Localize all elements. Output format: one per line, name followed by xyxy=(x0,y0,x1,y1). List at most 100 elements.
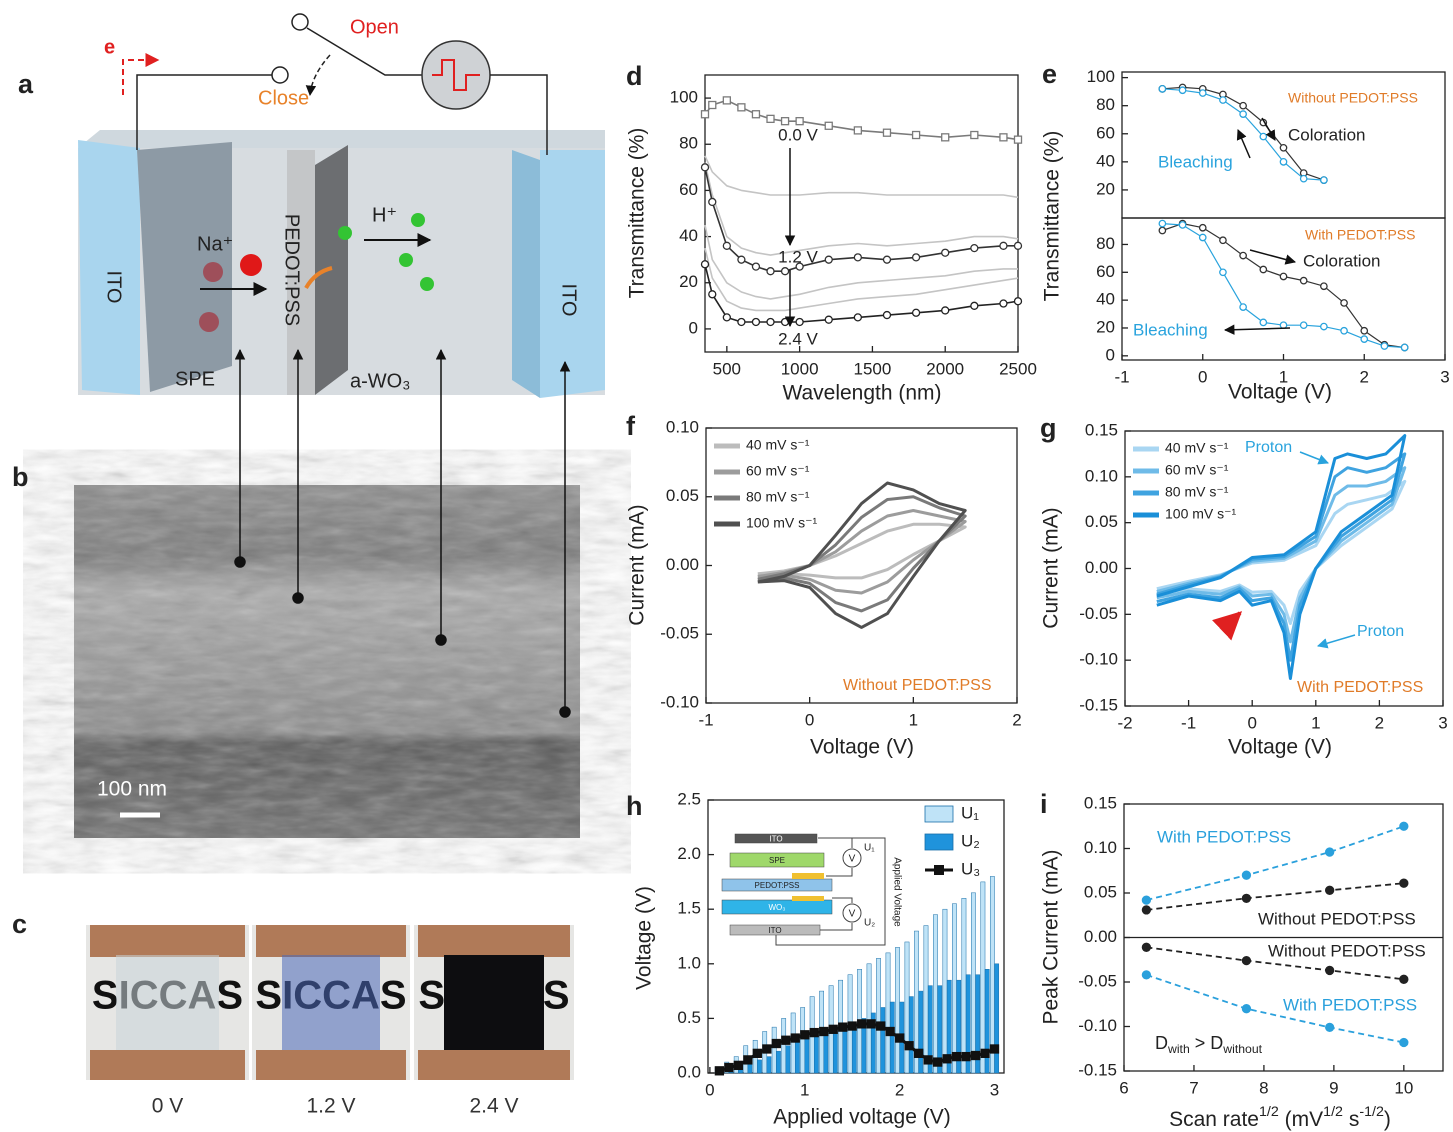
pointer-dot xyxy=(292,592,304,604)
marker xyxy=(751,317,761,327)
x-tick-label: 1000 xyxy=(781,359,819,378)
layer-label: PEDOT:PSS xyxy=(281,214,303,326)
marker xyxy=(1325,885,1335,895)
x-tick-label: -1 xyxy=(1114,367,1129,386)
switch-contact xyxy=(291,13,309,31)
y-tick-label: -0.05 xyxy=(1079,604,1118,623)
marker xyxy=(1198,89,1207,97)
layer-label: ITO xyxy=(103,271,125,304)
marker xyxy=(911,253,921,262)
y-tick-label: -0.05 xyxy=(1078,971,1117,990)
marker xyxy=(762,1044,772,1054)
marker xyxy=(970,130,979,140)
series-label: 2.4 V xyxy=(778,329,818,348)
y-tick-label: 60 xyxy=(1096,123,1115,142)
bar xyxy=(942,908,948,1074)
y-tick-label: 0.00 xyxy=(1084,927,1117,946)
marker xyxy=(853,313,863,322)
inset-layer xyxy=(721,878,833,892)
marker xyxy=(1141,942,1152,952)
photo-caption: 0 V xyxy=(152,1095,184,1118)
marker xyxy=(780,267,790,276)
marker xyxy=(1320,282,1328,291)
marker xyxy=(885,1026,895,1037)
ion-h xyxy=(420,277,434,291)
bar xyxy=(781,1018,787,1074)
x-tick-label: 0 xyxy=(1247,713,1256,732)
marker xyxy=(743,1055,753,1065)
y-tick-label: 2.0 xyxy=(677,844,701,863)
bar xyxy=(989,876,995,1074)
bar xyxy=(876,958,881,1074)
schematic: e Open Close Na⁺ H⁺ ITO SPE PEDOT:PSS a-… xyxy=(78,13,605,398)
layer-label: SPE xyxy=(175,368,215,390)
y-tick-label: 80 xyxy=(679,134,698,153)
y-tick-label: 0.15 xyxy=(1085,420,1118,439)
y-axis-title: Current (mA) xyxy=(626,504,649,625)
x-tick-label: 2 xyxy=(895,1080,904,1099)
marker xyxy=(999,299,1008,308)
x-tick-label: 3 xyxy=(1438,713,1447,732)
bar xyxy=(975,974,981,1074)
x-tick-label: 2000 xyxy=(926,359,964,378)
legend-label: 80 mV s⁻¹ xyxy=(1165,484,1229,500)
bar xyxy=(790,1012,796,1074)
panel-label: c xyxy=(12,909,27,939)
layer-pointers xyxy=(234,348,571,718)
x-tick-label: 1500 xyxy=(854,359,892,378)
marker xyxy=(1325,1022,1335,1033)
ito-right xyxy=(540,150,605,398)
marker xyxy=(932,1057,943,1067)
marker xyxy=(911,130,921,140)
marker xyxy=(819,1026,829,1037)
fit-line xyxy=(1146,882,1404,911)
y-tick-label: 80 xyxy=(1096,95,1115,114)
x-axis-title-part: s xyxy=(1343,1108,1359,1131)
x-tick-label: 1 xyxy=(1311,713,1320,732)
marker xyxy=(780,117,790,126)
panel-label: b xyxy=(12,462,29,492)
device-window xyxy=(282,955,380,1050)
y-tick-label: 0.10 xyxy=(666,417,699,436)
marker xyxy=(904,1041,914,1051)
marker xyxy=(751,110,761,119)
bar xyxy=(776,1050,781,1074)
y-tick-label: -0.10 xyxy=(660,692,699,711)
bar xyxy=(971,892,976,1074)
switch-contact xyxy=(271,66,289,84)
y-tick-label: 0 xyxy=(1106,345,1115,364)
fit-line xyxy=(1146,974,1404,1044)
electrode xyxy=(256,925,406,957)
panel-label: e xyxy=(1042,59,1057,89)
fit-line xyxy=(1146,825,1405,901)
ito-left xyxy=(78,140,140,395)
series-label: 1.2 V xyxy=(778,247,818,266)
y-tick-label: 20 xyxy=(679,272,698,291)
inset-wire xyxy=(832,897,853,903)
bar xyxy=(889,1001,895,1074)
series-label: Bleaching xyxy=(1158,152,1233,171)
photo-caption: 1.2 V xyxy=(306,1095,355,1118)
marker xyxy=(1259,132,1268,141)
marker xyxy=(999,133,1008,142)
marker xyxy=(1299,321,1308,330)
inset-wire xyxy=(820,923,853,931)
inset-wire xyxy=(818,837,853,848)
marker xyxy=(1219,268,1227,277)
y-axis-title: Peak Current (mA) xyxy=(1040,849,1063,1024)
marker xyxy=(708,197,717,207)
marker xyxy=(1399,974,1409,984)
marker xyxy=(882,310,892,320)
inset-meter-label: U₁ xyxy=(864,843,875,854)
inset-layer xyxy=(721,899,833,915)
bar xyxy=(984,969,990,1074)
x-tick-label: -1 xyxy=(698,710,713,729)
marker xyxy=(737,255,746,264)
electron-label: e xyxy=(104,36,115,58)
annotation: With PEDOT:PSS xyxy=(1297,679,1423,696)
marker xyxy=(737,317,746,327)
marker xyxy=(1400,343,1409,352)
inset-meter xyxy=(842,848,862,868)
marker xyxy=(970,1050,981,1061)
